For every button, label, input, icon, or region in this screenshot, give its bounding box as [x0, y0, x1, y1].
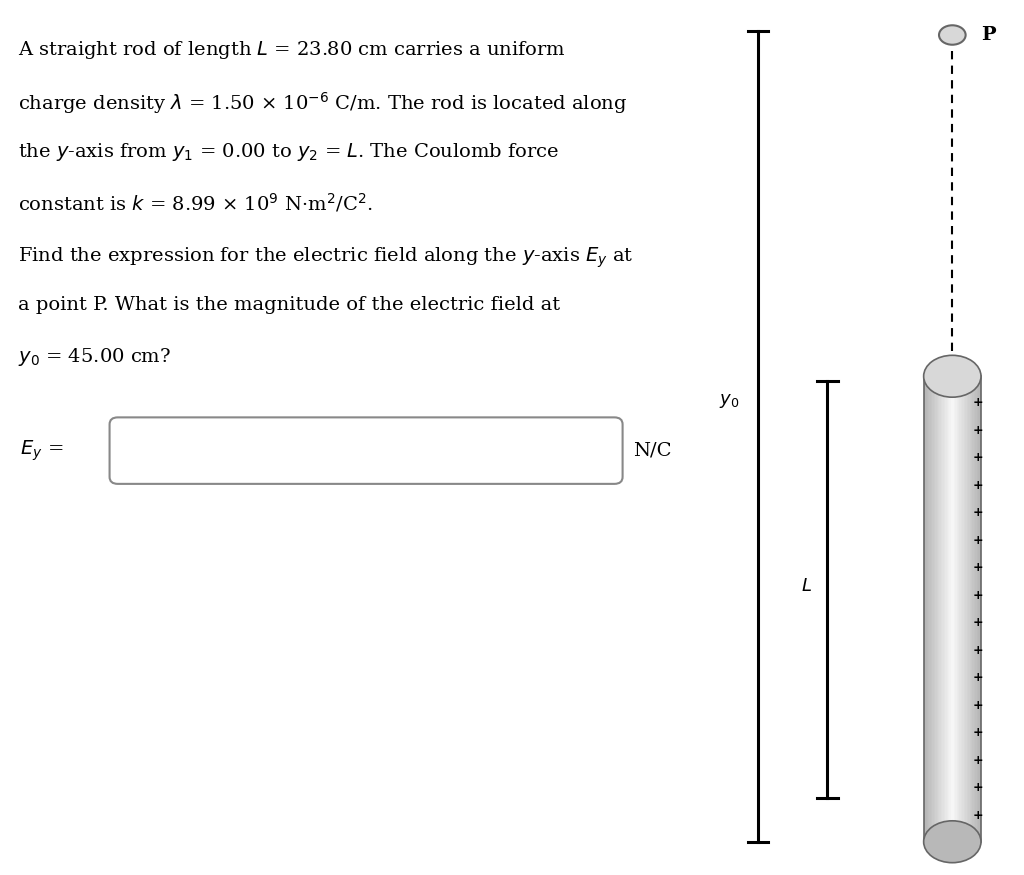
Text: +: +	[973, 479, 983, 492]
Ellipse shape	[939, 25, 966, 45]
Text: +: +	[973, 781, 983, 794]
Bar	[977, 376, 978, 842]
Text: +: +	[973, 699, 983, 712]
Bar	[927, 376, 928, 842]
Bar	[956, 376, 958, 842]
Bar	[958, 376, 959, 842]
Text: +: +	[973, 726, 983, 739]
Bar	[946, 376, 948, 842]
Text: Find the expression for the electric field along the $y$-axis $E_y$ at: Find the expression for the electric fie…	[18, 245, 634, 270]
Text: charge density $\lambda$ = 1.50 × 10$^{-6}$ C/m. The rod is located along: charge density $\lambda$ = 1.50 × 10$^{-…	[18, 90, 628, 116]
Text: +: +	[973, 616, 983, 629]
Text: +: +	[973, 644, 983, 657]
Bar	[963, 376, 964, 842]
Bar	[944, 376, 945, 842]
Bar	[967, 376, 968, 842]
Bar	[980, 376, 981, 842]
Text: +: +	[973, 506, 983, 519]
Bar	[948, 376, 949, 842]
Bar	[974, 376, 975, 842]
Bar	[978, 376, 980, 842]
Bar	[938, 376, 939, 842]
Text: +: +	[973, 396, 983, 409]
Text: +: +	[973, 589, 983, 602]
Bar	[968, 376, 970, 842]
Bar	[949, 376, 951, 842]
Bar	[975, 376, 977, 842]
Bar	[953, 376, 955, 842]
Text: $L$: $L$	[801, 578, 812, 595]
Bar	[961, 376, 963, 842]
Text: constant is $k$ = 8.99 × 10$^{9}$ N·m$^{2}$/C$^{2}$.: constant is $k$ = 8.99 × 10$^{9}$ N·m$^{…	[18, 192, 374, 214]
Bar	[932, 376, 934, 842]
Text: $y_0$ = 45.00 cm?: $y_0$ = 45.00 cm?	[18, 346, 171, 368]
Bar	[966, 376, 967, 842]
Bar	[925, 376, 927, 842]
Bar	[941, 376, 942, 842]
Bar	[935, 376, 937, 842]
Bar	[955, 376, 956, 842]
Bar	[930, 376, 931, 842]
Bar	[942, 376, 944, 842]
Ellipse shape	[924, 355, 981, 397]
Text: +: +	[973, 809, 983, 822]
Bar	[971, 376, 973, 842]
Text: a point P. What is the magnitude of the electric field at: a point P. What is the magnitude of the …	[18, 296, 560, 314]
Bar	[951, 376, 952, 842]
Bar	[945, 376, 946, 842]
Text: P: P	[981, 26, 995, 44]
Bar	[937, 376, 938, 842]
Text: $E_y$ =: $E_y$ =	[20, 438, 65, 463]
Text: $y_0$: $y_0$	[719, 392, 739, 410]
Text: +: +	[973, 561, 983, 574]
Bar	[924, 376, 925, 842]
Bar	[973, 376, 974, 842]
Text: +: +	[973, 534, 983, 547]
Text: the $y$-axis from $y_1$ = 0.00 to $y_2$ = $L$. The Coulomb force: the $y$-axis from $y_1$ = 0.00 to $y_2$ …	[18, 141, 560, 163]
Text: +: +	[973, 424, 983, 437]
Text: +: +	[973, 671, 983, 684]
Bar	[931, 376, 932, 842]
Ellipse shape	[924, 821, 981, 863]
Bar	[970, 376, 971, 842]
Bar	[924, 376, 981, 842]
Text: N/C: N/C	[633, 442, 672, 459]
Bar	[964, 376, 966, 842]
Bar	[939, 376, 941, 842]
Text: +: +	[973, 754, 983, 766]
Bar	[928, 376, 930, 842]
Bar	[952, 376, 953, 842]
Text: A straight rod of length $L$ = 23.80 cm carries a uniform: A straight rod of length $L$ = 23.80 cm …	[18, 39, 566, 61]
Bar	[959, 376, 961, 842]
Text: +: +	[973, 452, 983, 464]
FancyBboxPatch shape	[110, 417, 623, 484]
Bar	[934, 376, 935, 842]
